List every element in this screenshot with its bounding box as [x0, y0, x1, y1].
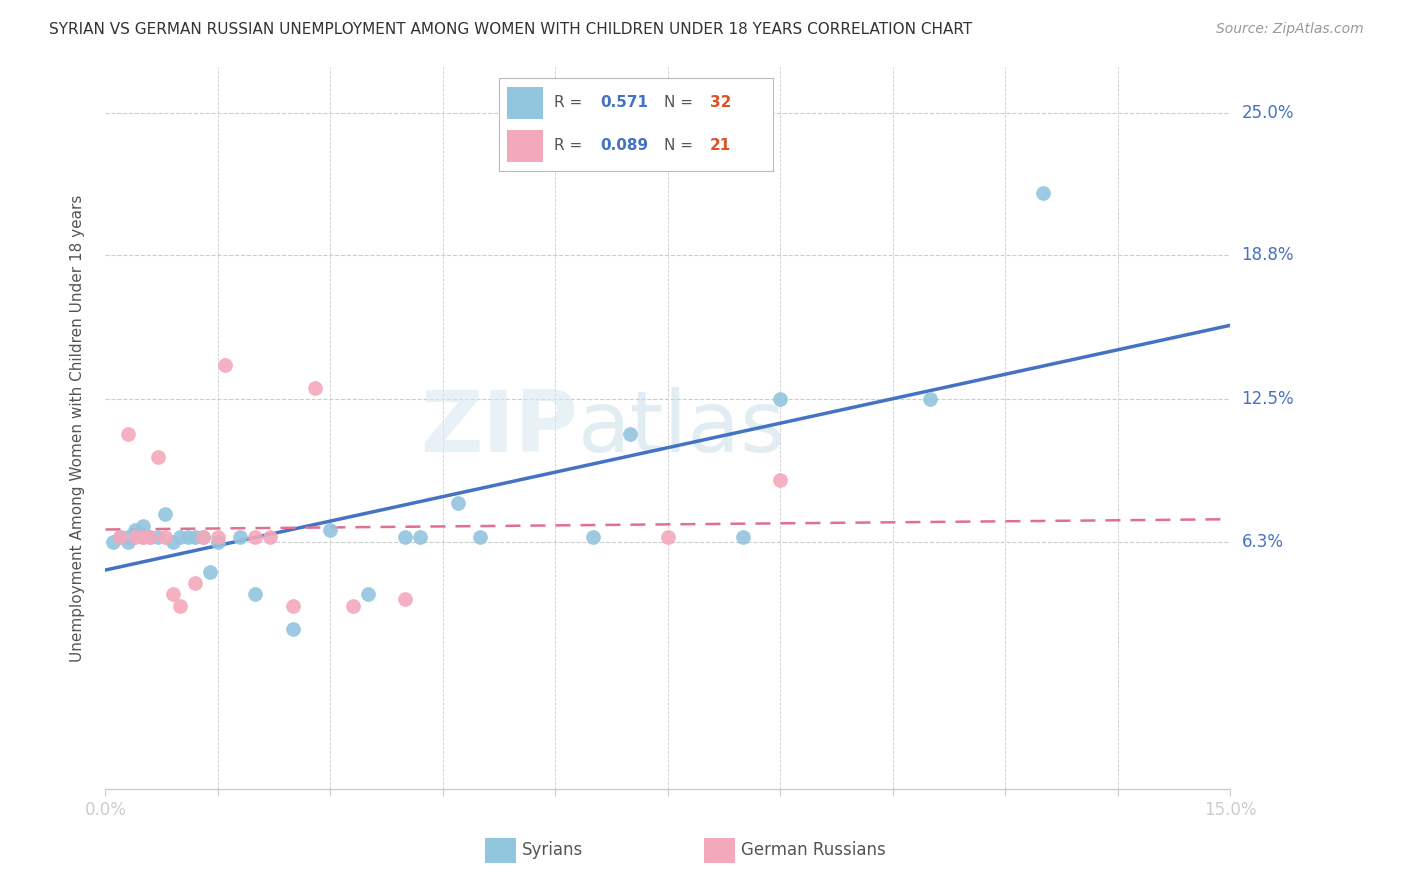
Point: [169, 599, 191, 613]
Point: [619, 426, 641, 441]
Point: [117, 530, 139, 544]
Point: [117, 534, 139, 549]
Text: N =: N =: [664, 95, 693, 111]
Point: [184, 576, 207, 591]
Text: German Russians: German Russians: [741, 841, 886, 859]
Point: [207, 530, 229, 544]
Point: [447, 496, 470, 510]
Point: [177, 530, 200, 544]
Point: [110, 530, 132, 544]
Point: [245, 530, 267, 544]
Point: [155, 507, 177, 521]
Point: [207, 534, 229, 549]
Point: [769, 473, 792, 487]
Text: 21: 21: [710, 138, 731, 153]
Point: [281, 599, 304, 613]
Text: atlas: atlas: [578, 386, 786, 470]
Point: [162, 534, 184, 549]
Point: [319, 523, 342, 537]
Point: [162, 587, 184, 601]
Text: 0.571: 0.571: [600, 95, 648, 111]
Point: [259, 530, 281, 544]
Point: [769, 392, 792, 407]
Y-axis label: Unemployment Among Women with Children Under 18 years: Unemployment Among Women with Children U…: [70, 194, 84, 662]
Point: [139, 530, 162, 544]
Text: 6.3%: 6.3%: [1241, 533, 1284, 550]
Text: N =: N =: [664, 138, 693, 153]
Text: R =: R =: [554, 95, 582, 111]
Point: [214, 358, 236, 372]
Point: [281, 622, 304, 636]
Point: [146, 450, 169, 464]
Point: [132, 530, 155, 544]
Point: [132, 518, 155, 533]
Text: 32: 32: [710, 95, 731, 111]
Point: [200, 565, 222, 579]
Point: [117, 426, 139, 441]
Point: [394, 530, 416, 544]
Text: Syrians: Syrians: [522, 841, 583, 859]
Point: [124, 530, 146, 544]
FancyBboxPatch shape: [508, 130, 543, 162]
Point: [124, 523, 146, 537]
Point: [342, 599, 364, 613]
Point: [304, 381, 326, 395]
FancyBboxPatch shape: [508, 87, 543, 119]
Point: [731, 530, 754, 544]
Point: [184, 530, 207, 544]
Point: [191, 530, 214, 544]
Point: [1032, 186, 1054, 200]
Point: [132, 530, 155, 544]
Text: 0.089: 0.089: [600, 138, 648, 153]
Text: R =: R =: [554, 138, 582, 153]
Text: ZIP: ZIP: [420, 386, 578, 470]
Text: 12.5%: 12.5%: [1241, 391, 1294, 409]
Point: [229, 530, 252, 544]
Point: [169, 530, 191, 544]
Text: Source: ZipAtlas.com: Source: ZipAtlas.com: [1216, 22, 1364, 37]
Point: [409, 530, 432, 544]
Point: [394, 592, 416, 607]
Point: [155, 530, 177, 544]
Text: SYRIAN VS GERMAN RUSSIAN UNEMPLOYMENT AMONG WOMEN WITH CHILDREN UNDER 18 YEARS C: SYRIAN VS GERMAN RUSSIAN UNEMPLOYMENT AM…: [49, 22, 973, 37]
Point: [146, 530, 169, 544]
Point: [245, 587, 267, 601]
Text: 18.8%: 18.8%: [1241, 246, 1294, 264]
Text: 25.0%: 25.0%: [1241, 103, 1294, 122]
Point: [191, 530, 214, 544]
Point: [139, 530, 162, 544]
Point: [657, 530, 679, 544]
Point: [470, 530, 492, 544]
Point: [101, 534, 124, 549]
Point: [110, 530, 132, 544]
Point: [582, 530, 605, 544]
Point: [357, 587, 380, 601]
Point: [920, 392, 942, 407]
